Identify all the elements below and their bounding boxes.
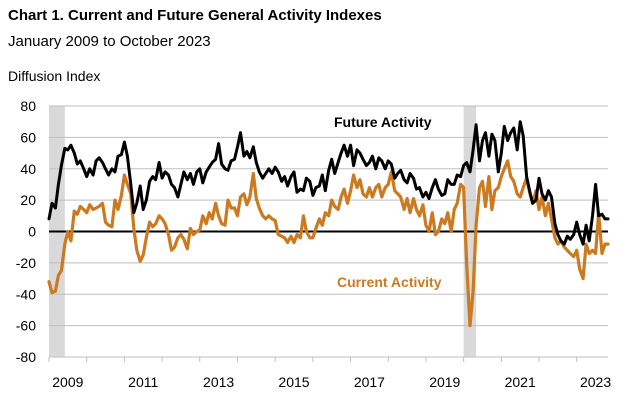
y-tick-label: 80 [20, 98, 36, 114]
current-activity-label: Current Activity [337, 274, 442, 290]
y-tick-label: -60 [16, 318, 36, 334]
y-tick-label: 20 [20, 192, 36, 208]
x-tick-label: 2015 [278, 374, 309, 390]
x-tick-label: 2009 [52, 374, 83, 390]
x-tick-label: 2017 [354, 374, 385, 390]
x-tick-label: 2021 [505, 374, 536, 390]
y-tick-label: -80 [16, 349, 36, 365]
y-tick-label: -40 [16, 286, 36, 302]
x-tick-label: 2019 [429, 374, 460, 390]
future-activity-line [47, 120, 610, 246]
current-activity-line [47, 159, 610, 328]
y-tick-label: 40 [20, 161, 36, 177]
y-tick-label: -20 [16, 255, 36, 271]
chart-title: Chart 1. Current and Future General Acti… [8, 7, 382, 24]
x-tick-label: 2013 [203, 374, 234, 390]
y-tick-label: 0 [28, 224, 36, 240]
x-tick-label: 2011 [128, 374, 158, 390]
chart-subtitle: January 2009 to October 2023 [8, 33, 211, 50]
future-activity-label: Future Activity [334, 114, 432, 130]
x-tick-label: 2023 [580, 374, 611, 390]
y-axis-label: Diffusion Index [8, 68, 100, 84]
y-tick-label: 60 [20, 129, 36, 145]
